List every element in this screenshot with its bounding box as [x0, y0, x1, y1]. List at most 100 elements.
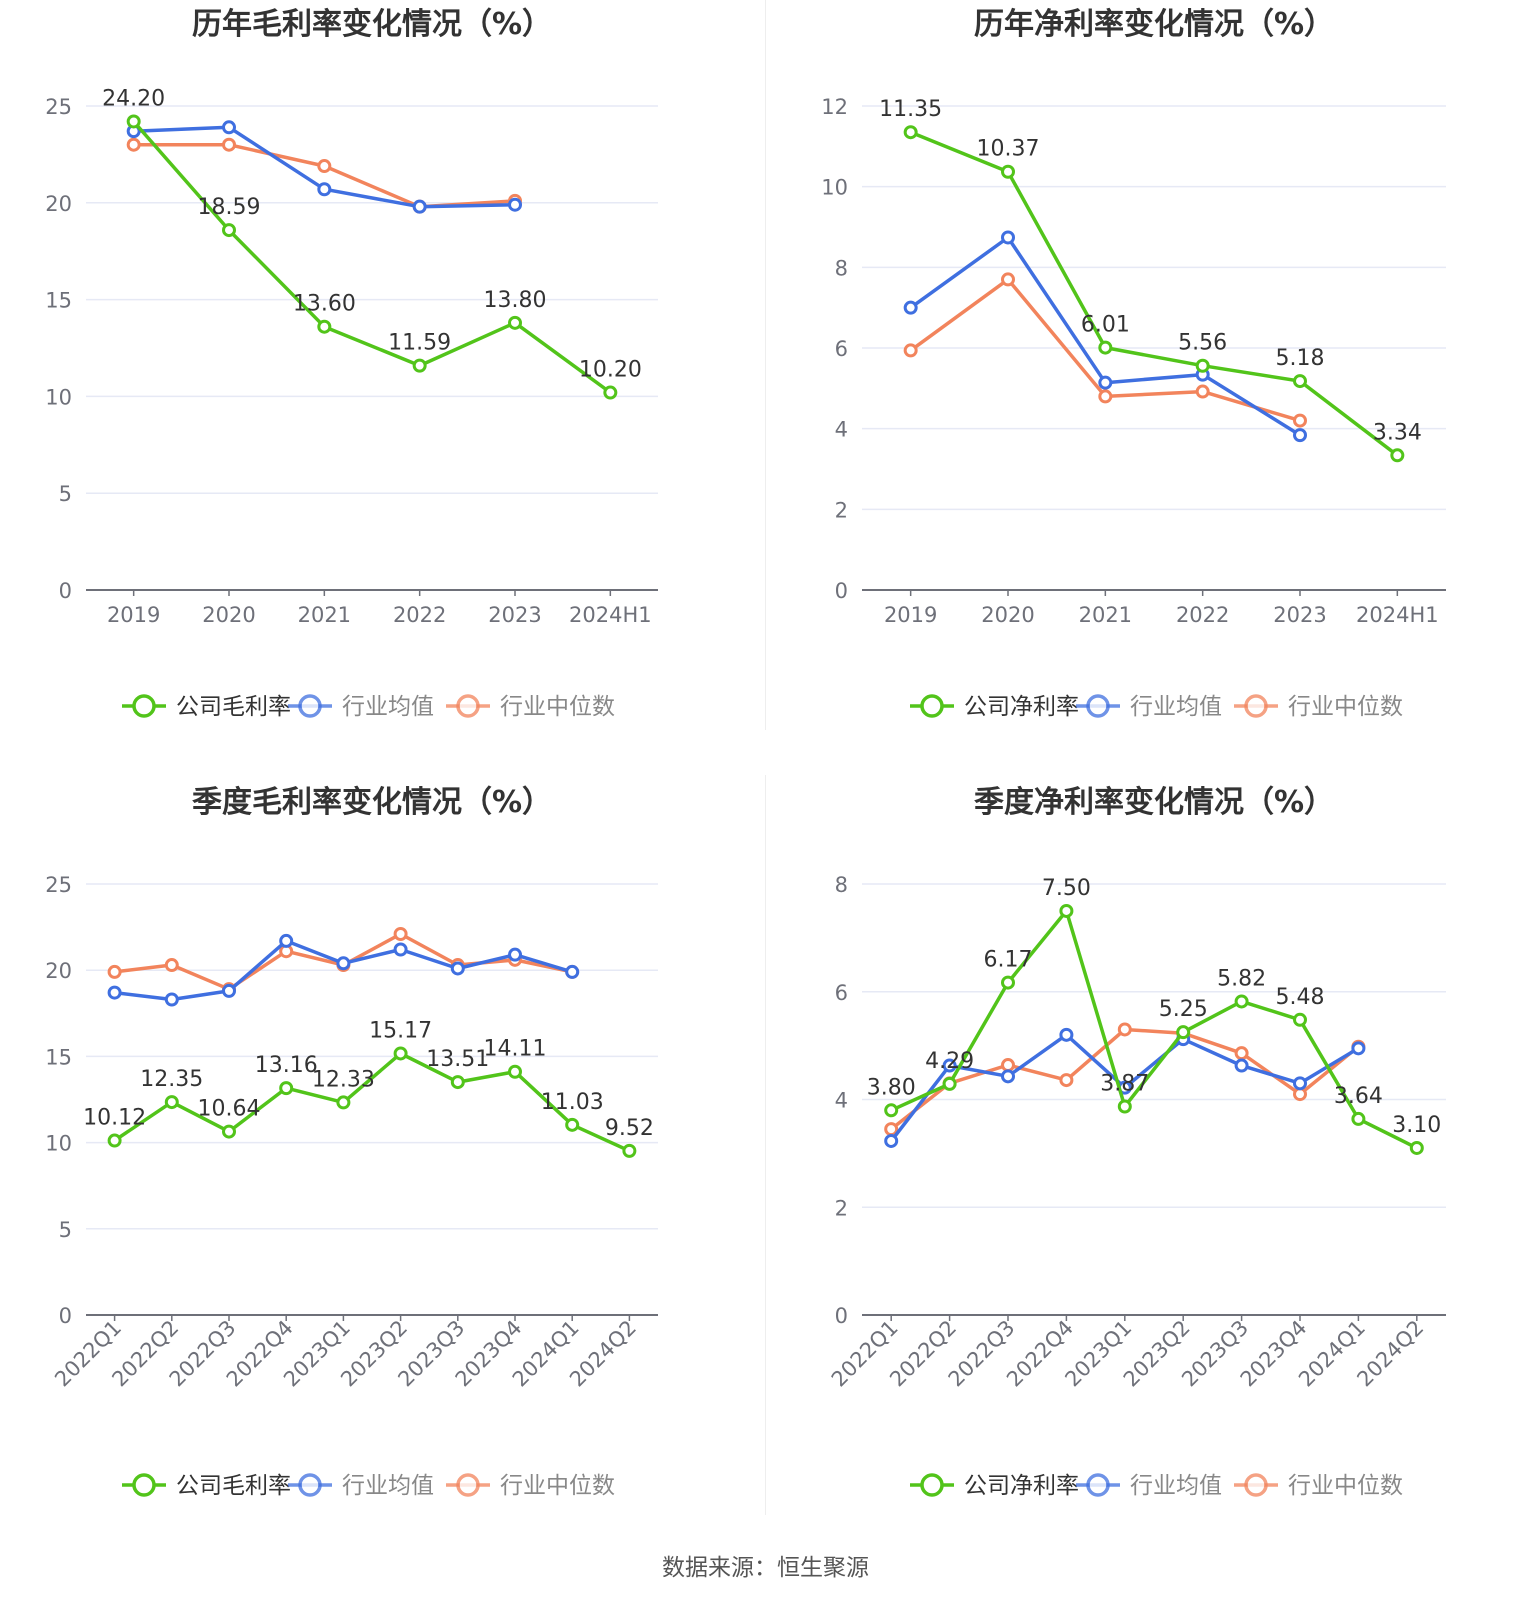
data-point-company[interactable] — [222, 1124, 236, 1139]
legend-item-median[interactable]: 行业中位数 — [446, 1473, 615, 1499]
data-point-avg[interactable] — [884, 1133, 899, 1148]
data-point-median[interactable] — [1195, 384, 1210, 399]
data-label: 5.48 — [1276, 985, 1325, 1010]
data-point-company[interactable] — [1293, 374, 1307, 389]
data-point-company[interactable] — [393, 1046, 408, 1061]
data-label: 3.80 — [867, 1075, 916, 1100]
series-line-company — [890, 909, 1418, 1150]
y-tick-label: 4 — [835, 418, 848, 442]
data-point-avg[interactable] — [1001, 1069, 1015, 1084]
data-point-median[interactable] — [1293, 413, 1307, 428]
y-tick-label: 0 — [59, 1304, 72, 1328]
legend-label: 公司净利率 — [964, 1473, 1079, 1499]
data-point-avg[interactable] — [107, 985, 122, 1000]
data-point-company[interactable] — [1351, 1111, 1366, 1126]
data-label: 9.52 — [605, 1116, 654, 1141]
data-point-median[interactable] — [222, 137, 236, 152]
data-point-avg[interactable] — [1234, 1058, 1249, 1073]
legend-item-median[interactable]: 行业中位数 — [1234, 1473, 1403, 1499]
legend-item-company[interactable]: 公司毛利率 — [122, 694, 291, 720]
data-point-median[interactable] — [393, 926, 408, 941]
data-point-company[interactable] — [903, 125, 918, 140]
data-point-avg[interactable] — [1098, 375, 1113, 390]
data-point-company[interactable] — [1059, 903, 1074, 918]
data-point-company[interactable] — [565, 1117, 580, 1132]
data-point-median[interactable] — [126, 137, 141, 152]
data-point-company[interactable] — [126, 114, 141, 129]
data-point-company[interactable] — [622, 1143, 637, 1158]
data-point-avg[interactable] — [317, 182, 332, 197]
data-point-company[interactable] — [1195, 358, 1210, 373]
data-point-company[interactable] — [412, 358, 427, 373]
data-point-median[interactable] — [317, 159, 332, 174]
data-point-avg[interactable] — [222, 120, 236, 135]
data-point-avg[interactable] — [412, 199, 427, 214]
data-point-company[interactable] — [603, 385, 618, 400]
data-point-median[interactable] — [107, 964, 122, 979]
data-point-median[interactable] — [1001, 1058, 1015, 1073]
data-point-avg[interactable] — [1293, 428, 1307, 443]
data-label: 14.11 — [484, 1037, 547, 1062]
data-point-company[interactable] — [1234, 994, 1249, 1009]
data-point-avg[interactable] — [903, 300, 918, 315]
x-tick-label: 2019 — [107, 603, 160, 627]
data-point-avg[interactable] — [164, 992, 179, 1007]
data-point-avg[interactable] — [450, 961, 465, 976]
data-point-company[interactable] — [279, 1081, 294, 1096]
data-point-avg[interactable] — [508, 197, 522, 212]
legend-item-avg[interactable]: 行业均值 — [288, 694, 434, 720]
legend-item-company[interactable]: 公司净利率 — [910, 694, 1079, 720]
data-point-median[interactable] — [164, 958, 179, 973]
data-point-avg[interactable] — [336, 956, 351, 971]
data-point-avg[interactable] — [1351, 1041, 1366, 1056]
data-point-company[interactable] — [317, 319, 332, 334]
legend-marker-icon — [132, 1473, 156, 1497]
data-point-avg[interactable] — [1293, 1076, 1307, 1091]
legend-item-median[interactable]: 行业中位数 — [446, 694, 615, 720]
legend-item-company[interactable]: 公司毛利率 — [122, 1473, 291, 1499]
data-point-median[interactable] — [1234, 1046, 1249, 1061]
legend-item-median[interactable]: 行业中位数 — [1234, 694, 1403, 720]
data-label: 5.18 — [1276, 346, 1325, 371]
data-point-company[interactable] — [450, 1075, 465, 1090]
legend-marker-icon — [920, 694, 944, 718]
data-point-median[interactable] — [903, 343, 918, 358]
data-point-company[interactable] — [508, 1064, 522, 1079]
data-point-company[interactable] — [1001, 164, 1015, 179]
legend-item-company[interactable]: 公司净利率 — [910, 1473, 1079, 1499]
data-point-avg[interactable] — [1059, 1027, 1074, 1042]
data-point-company[interactable] — [1390, 448, 1405, 463]
data-point-median[interactable] — [1059, 1073, 1074, 1088]
data-point-company[interactable] — [508, 315, 522, 330]
data-point-company[interactable] — [1176, 1025, 1191, 1040]
legend-item-avg[interactable]: 行业均值 — [288, 1473, 434, 1499]
data-point-median[interactable] — [1098, 389, 1113, 404]
data-point-avg[interactable] — [565, 964, 580, 979]
data-point-company[interactable] — [222, 223, 236, 238]
data-point-company[interactable] — [336, 1095, 351, 1110]
data-point-company[interactable] — [164, 1095, 179, 1110]
data-point-median[interactable] — [1117, 1022, 1132, 1037]
data-point-company[interactable] — [107, 1133, 122, 1148]
data-point-avg[interactable] — [222, 983, 236, 998]
data-point-company[interactable] — [1409, 1140, 1424, 1155]
legend-item-avg[interactable]: 行业均值 — [1076, 694, 1222, 720]
chart-quarterly-gross: 季度毛利率变化情况（%）05101520252022Q12022Q22022Q3… — [45, 785, 658, 1499]
data-point-median[interactable] — [884, 1122, 899, 1137]
data-point-company[interactable] — [1098, 340, 1113, 355]
data-point-company[interactable] — [1001, 975, 1015, 990]
data-point-avg[interactable] — [508, 947, 522, 962]
data-point-avg[interactable] — [279, 933, 294, 948]
data-point-avg[interactable] — [942, 1058, 957, 1073]
data-point-company[interactable] — [1117, 1099, 1132, 1114]
data-point-median[interactable] — [1001, 272, 1015, 287]
data-point-company[interactable] — [942, 1076, 957, 1091]
data-point-avg[interactable] — [1001, 230, 1015, 245]
data-point-avg[interactable] — [393, 942, 408, 957]
legend-label: 行业均值 — [342, 694, 434, 720]
x-tick-label: 2021 — [1079, 603, 1132, 627]
data-point-company[interactable] — [884, 1103, 899, 1118]
data-point-company[interactable] — [1293, 1012, 1307, 1027]
legend-item-avg[interactable]: 行业均值 — [1076, 1473, 1222, 1499]
